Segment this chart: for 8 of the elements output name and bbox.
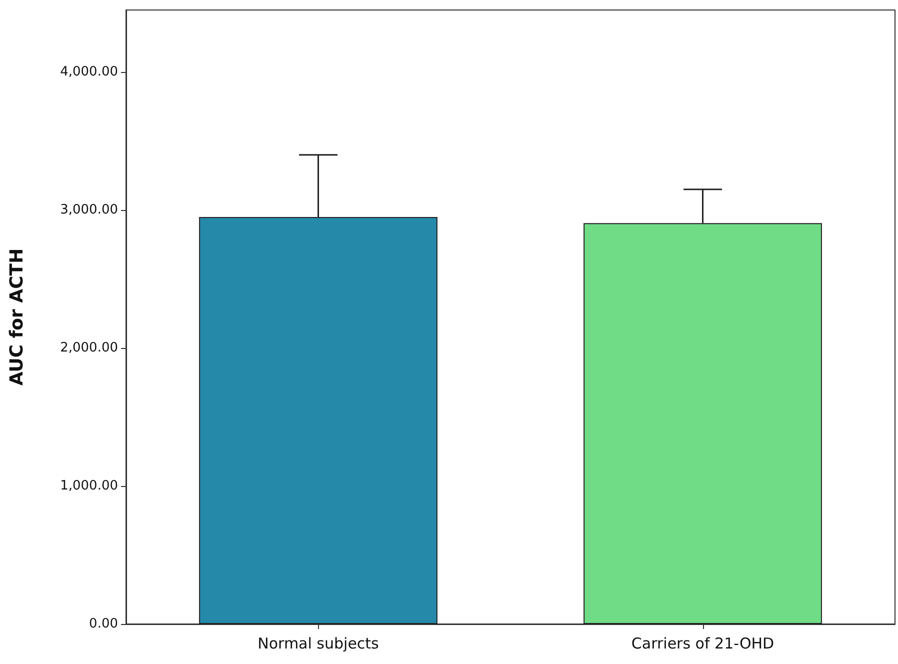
- y-tick-label: 4,000.00: [60, 64, 118, 80]
- y-tick-label: 2,000.00: [60, 340, 118, 356]
- x-tick-label: Normal subjects: [258, 634, 380, 652]
- y-axis-title: AUC for ACTH: [6, 248, 28, 386]
- y-tick-label: 3,000.00: [60, 202, 118, 218]
- y-tick-label: 0.00: [89, 616, 118, 632]
- y-tick-label: 1,000.00: [60, 478, 118, 494]
- x-tick-label: Carriers of 21-OHD: [631, 634, 774, 652]
